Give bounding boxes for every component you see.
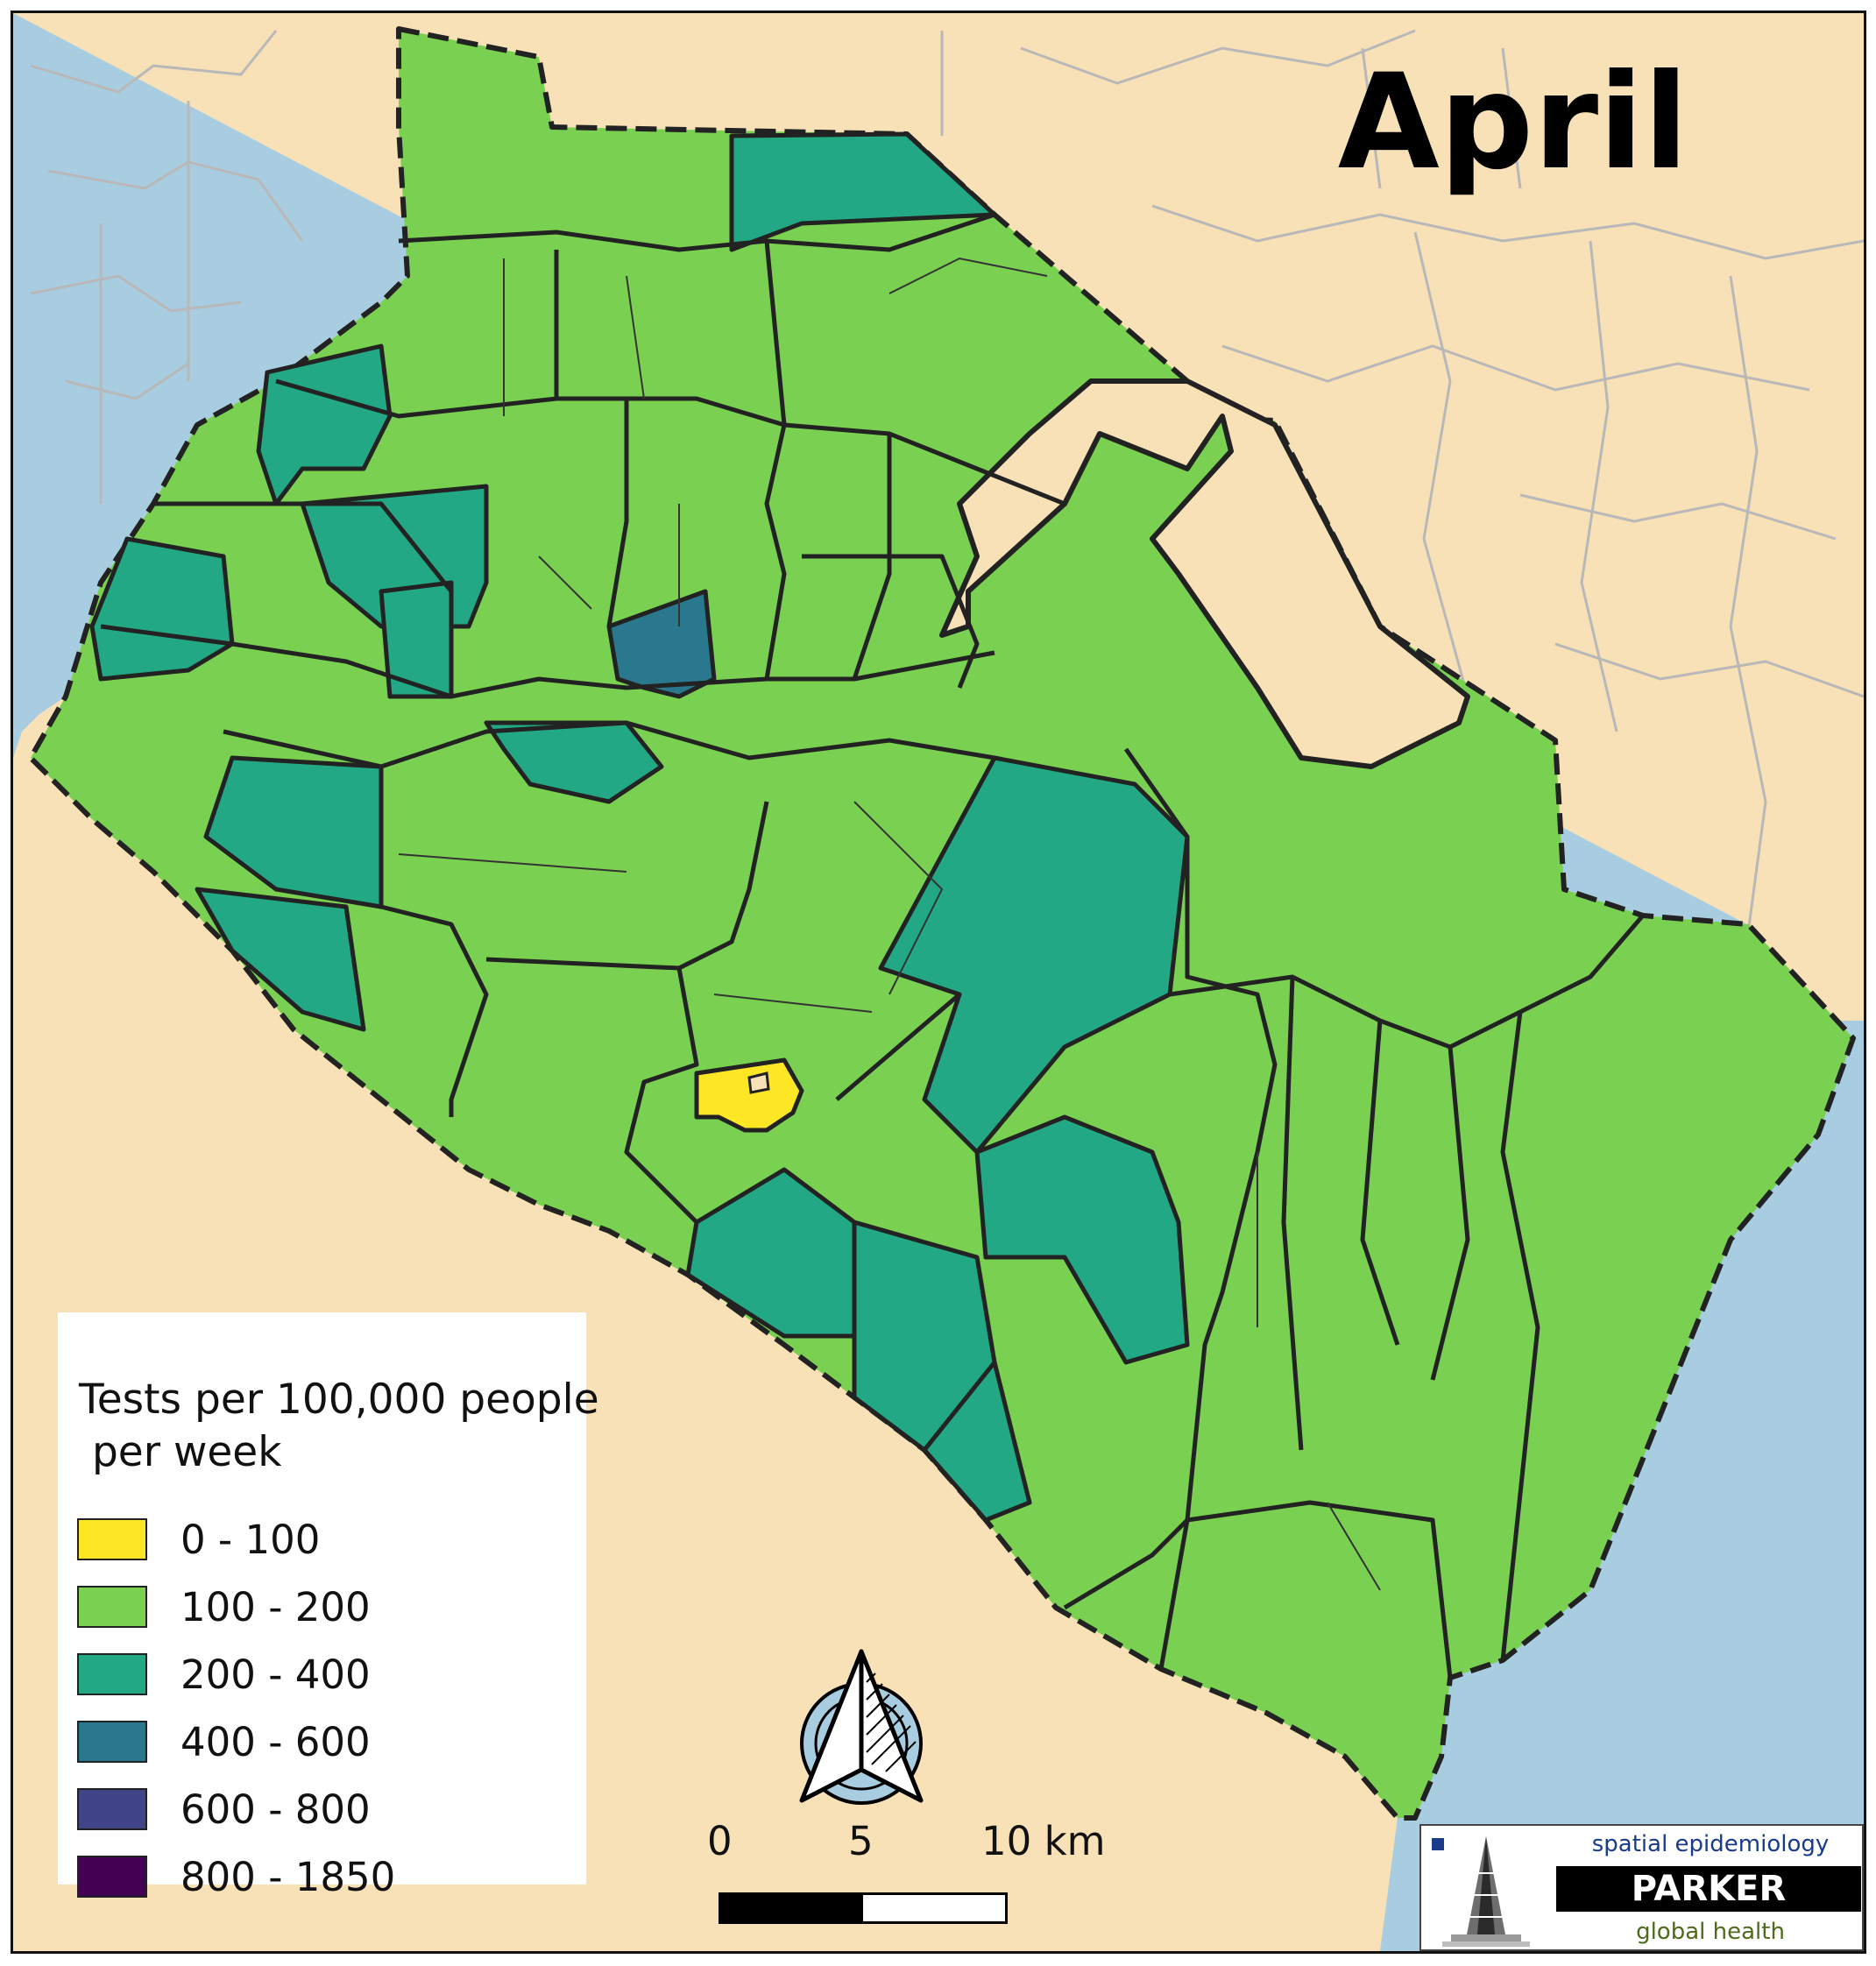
map-title: April [1337, 46, 1688, 199]
north-arrow-icon [799, 1649, 924, 1805]
legend-label: 600 - 800 [181, 1786, 371, 1833]
legend-swatch [77, 1518, 147, 1560]
legend-label: 400 - 600 [181, 1719, 371, 1765]
legend-swatch [77, 1653, 147, 1695]
zone-0-100-hole [747, 1071, 770, 1094]
legend-label: 100 - 200 [181, 1584, 371, 1630]
map-frame: April Tests per 100,000 people per week … [11, 11, 1866, 1954]
scale-label-5: 5 [848, 1818, 874, 1864]
legend-panel: Tests per 100,000 people per week 0 - 10… [58, 1312, 599, 1900]
scale-bar: 0 5 10 km [688, 1818, 1105, 1924]
legend-swatch [77, 1586, 147, 1628]
legend-swatch [77, 1721, 147, 1763]
scale-label-10km: 10 km [981, 1818, 1106, 1864]
unpopulated-area [939, 378, 1470, 769]
legend-title: Tests per 100,000 people per week [79, 1375, 599, 1476]
zones-200-400 [89, 131, 1190, 1523]
zone-400-600 [606, 589, 717, 699]
district-boundaries [100, 212, 1645, 1679]
legend-label: 800 - 1850 [181, 1854, 396, 1900]
tower-logo-icon [1425, 1829, 1547, 1948]
legend-swatch [77, 1856, 147, 1898]
scale-label-0: 0 [707, 1818, 733, 1864]
zone-0-100 [694, 1057, 804, 1133]
neighbor-boundaries [30, 29, 1864, 934]
scale-bar-graphic [719, 1892, 1008, 1924]
logo-main-text: PARKER GROUP [1556, 1866, 1861, 1951]
legend-label: 0 - 100 [181, 1517, 321, 1563]
sub-boundaries [398, 257, 1381, 1591]
parker-group-logo: spatial epidemiology PARKER GROUP global… [1419, 1824, 1864, 1951]
logo-top-text: spatial epidemiology [1591, 1831, 1830, 1857]
legend-label: 200 - 400 [181, 1651, 371, 1698]
legend-swatch [77, 1788, 147, 1830]
logo-bottom-text: global health [1636, 1919, 1785, 1945]
